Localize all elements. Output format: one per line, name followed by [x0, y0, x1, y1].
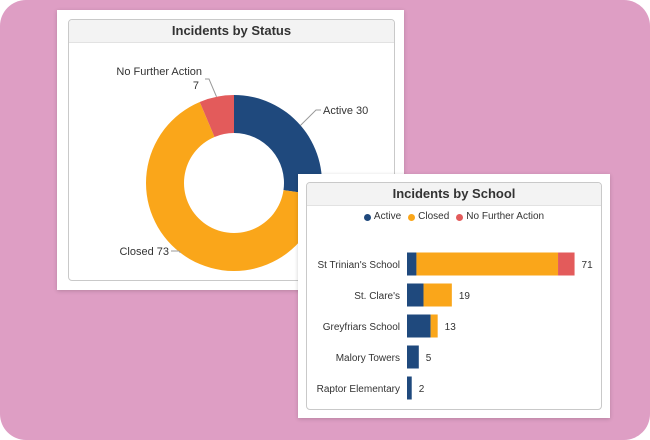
- category-label-st-trinian-s-school: St Trinian's School: [317, 260, 400, 271]
- legend-item-closed[interactable]: Closed: [408, 210, 449, 224]
- donut-leader-active: [300, 109, 321, 126]
- school-chart-card: Incidents by School Active Closed No Fur…: [298, 174, 610, 418]
- bar-no-further-action-st-trinian-s-school[interactable]: [558, 252, 575, 276]
- bar-active-malory-towers[interactable]: [407, 345, 419, 369]
- legend-label-active: Active: [373, 211, 402, 222]
- legend-item-active[interactable]: Active: [363, 210, 402, 224]
- donut-slice-closed[interactable]: [146, 101, 322, 271]
- bar-total-st-clare-s: 19: [459, 291, 471, 302]
- category-label-malory-towers: Malory Towers: [336, 353, 400, 364]
- category-label-raptor-elementary: Raptor Elementary: [317, 384, 400, 395]
- donut-leader-closed: [171, 250, 181, 253]
- legend-label-closed: Closed: [418, 211, 450, 222]
- bar-total-malory-towers: 5: [426, 353, 432, 364]
- legend-dot-active: [363, 213, 371, 221]
- status-chart-title: Incidents by Status: [69, 20, 394, 43]
- legend-dot-closed: [408, 213, 416, 221]
- school-chart-title: Incidents by School: [307, 183, 601, 206]
- bar-total-st-trinian-s-school: 71: [582, 260, 594, 271]
- donut-slice-active[interactable]: [234, 95, 322, 196]
- status-donut-chart: Active 30 Closed 73 No Further Action 7: [116, 66, 368, 271]
- category-label-greyfriars-school: Greyfriars School: [323, 322, 400, 333]
- donut-label-closed: Closed 73: [119, 246, 169, 258]
- status-chart-card: Incidents by Status Active 30 Closed 73 No…: [57, 10, 404, 290]
- legend-item-no-further-action[interactable]: No Further Action: [456, 210, 544, 224]
- bar-active-greyfriars-school[interactable]: [407, 314, 431, 338]
- donut-label-active: Active 30: [323, 105, 368, 117]
- bar-total-greyfriars-school: 13: [445, 322, 457, 333]
- bar-active-st-trinian-s-school[interactable]: [407, 252, 417, 276]
- bar-total-raptor-elementary: 2: [419, 384, 425, 395]
- donut-slice-no-further-action[interactable]: [199, 95, 234, 137]
- donut-label-no-further-action-value: 7: [193, 80, 199, 92]
- legend-label-no-further-action: No Further Action: [466, 211, 545, 222]
- category-label-st-clare-s: St. Clare's: [354, 291, 400, 302]
- bar-closed-st-clare-s[interactable]: [423, 283, 452, 307]
- school-chart-panel: Incidents by School Active Closed No Fur…: [306, 182, 602, 410]
- legend-dot-no-further-action: [456, 213, 464, 221]
- donut-label-no-further-action-name: No Further Action: [116, 66, 202, 78]
- school-chart-legend: Active Closed No Further Action: [307, 210, 601, 224]
- donut-leader-no-further-action: [205, 78, 217, 97]
- bar-active-st-clare-s[interactable]: [407, 283, 424, 307]
- bar-closed-greyfriars-school[interactable]: [430, 314, 438, 338]
- school-bar-chart: St Trinian's School 71 St. Clare's 19 Greyfr…: [317, 252, 594, 400]
- bar-closed-st-trinian-s-school[interactable]: [416, 252, 559, 276]
- bar-active-raptor-elementary[interactable]: [407, 376, 412, 400]
